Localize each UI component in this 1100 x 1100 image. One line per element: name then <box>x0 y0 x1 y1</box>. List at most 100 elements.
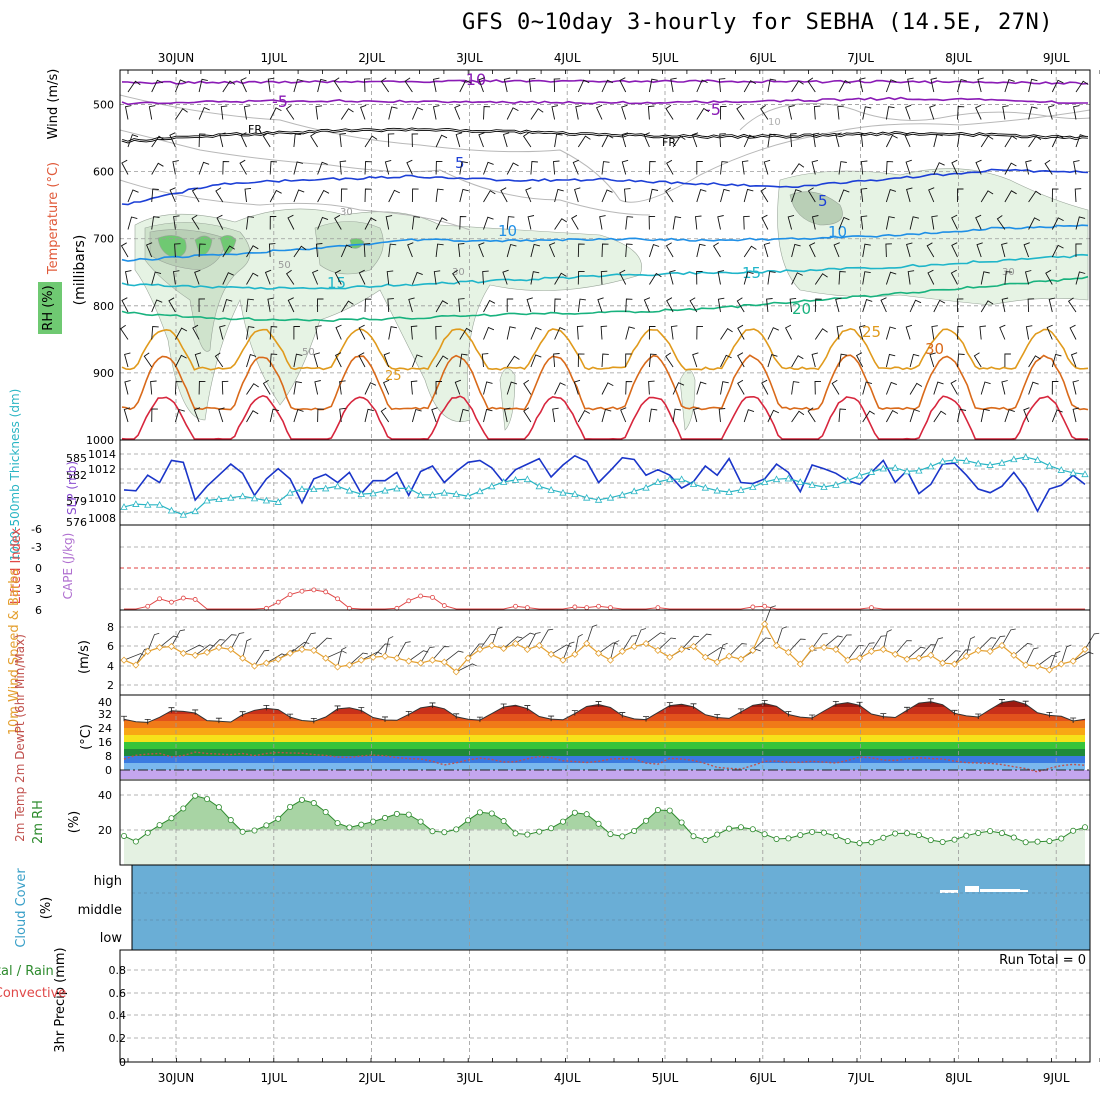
wind-barb <box>814 380 822 395</box>
wind-barb <box>929 104 936 120</box>
wind-barb <box>720 188 730 203</box>
wind-barb <box>174 408 185 423</box>
wind-barb <box>980 408 990 423</box>
wind-barb <box>455 132 463 148</box>
date-label-top: 1JUL <box>260 51 287 65</box>
wind-barb <box>905 159 912 175</box>
wind-barb <box>246 383 259 395</box>
wind-barb <box>885 326 896 340</box>
wind10-marker <box>559 656 567 664</box>
wind10-marker <box>772 641 781 650</box>
lifted-index-marker <box>430 594 435 600</box>
wind-barb <box>643 132 650 148</box>
rh2m-marker <box>773 835 780 842</box>
thickness-marker <box>725 488 733 495</box>
thickness-marker <box>808 481 816 488</box>
wind-barb <box>743 134 756 148</box>
temp2m-range-tick <box>524 705 531 711</box>
wind-barb <box>624 188 631 203</box>
wind-barb <box>600 270 608 285</box>
wind10-marker <box>547 650 555 658</box>
wind10-axis-label: 10m Wind Speed & Barbs <box>7 569 22 736</box>
wind-barb <box>364 135 378 148</box>
li-tick: -3 <box>31 541 42 554</box>
cloud-gap-3 <box>1018 890 1028 892</box>
wind-barb <box>193 407 201 423</box>
gridlines <box>120 70 1090 1062</box>
surface-wind-barb <box>705 647 726 658</box>
wind-barb <box>718 78 726 93</box>
lifted-index-marker <box>441 603 447 608</box>
wind-barb <box>1028 106 1038 120</box>
wind-barb <box>411 271 423 285</box>
wind-barb <box>625 381 633 395</box>
surface-wind-barb <box>1049 651 1061 671</box>
wind10-marker <box>440 658 448 666</box>
thickness-marker <box>191 507 199 515</box>
wind-barb <box>838 353 848 368</box>
wind-barb <box>191 214 200 230</box>
wind-barb <box>1072 380 1079 395</box>
thickness-marker <box>286 488 294 496</box>
thickness-tick: 576 <box>66 516 87 529</box>
rh-blob-5 <box>789 191 843 226</box>
rh2m-marker <box>488 810 495 817</box>
lifted-index-marker <box>311 587 317 593</box>
isotherm-FR <box>121 127 1089 144</box>
wind-barb <box>151 135 165 148</box>
cloud-gap-2 <box>980 889 1020 892</box>
wind-barb <box>648 408 658 423</box>
wind-barb <box>648 353 657 368</box>
wind-barb <box>221 380 229 395</box>
wind10-marker <box>606 656 614 664</box>
rh2m-marker <box>856 840 863 847</box>
wind10-marker <box>1069 657 1077 665</box>
panel-backgrounds <box>119 94 1091 950</box>
wind-barb <box>838 408 847 423</box>
wind-barb <box>648 188 659 203</box>
wind-barb <box>172 160 179 175</box>
wind-barb <box>454 379 462 395</box>
wind-barb <box>625 243 633 258</box>
thickness-marker <box>238 492 247 500</box>
wind-barb <box>459 408 469 423</box>
thickness-marker <box>1081 470 1089 478</box>
wind-barb <box>364 188 372 203</box>
wind-barb <box>761 379 769 395</box>
wind-barb <box>220 105 228 120</box>
wind-barb <box>885 216 895 230</box>
wind-barb <box>506 326 516 340</box>
wind10-marker <box>654 646 662 654</box>
wind-barb <box>1028 135 1042 148</box>
wind-barb <box>127 189 139 203</box>
wind-barb <box>553 78 561 93</box>
wind-barb <box>222 161 230 175</box>
wind-barb <box>766 298 773 313</box>
thickness-marker <box>606 493 615 501</box>
wind-barb <box>317 216 329 230</box>
cloud-gap-0 <box>940 890 958 893</box>
wind-barb <box>530 354 542 368</box>
thickness-marker <box>167 506 176 514</box>
wind-barb <box>909 299 922 313</box>
temp-band-7 <box>124 749 1085 756</box>
wind-barb <box>718 408 726 423</box>
thickness-marker <box>405 484 413 492</box>
surface-wind-barb <box>788 638 806 653</box>
precip-tick: 0.2 <box>109 1032 127 1045</box>
wind-barb <box>909 382 923 395</box>
wind-barb <box>601 353 609 368</box>
wind-barb <box>380 407 390 423</box>
wind-barb <box>811 352 819 368</box>
contour-label-10: 10 <box>768 117 781 128</box>
wind-barb <box>554 272 567 285</box>
date-label-top: 9JUL <box>1043 51 1070 65</box>
rh-blob-6 <box>157 235 187 259</box>
lifted-index-marker <box>299 588 305 594</box>
rh2m-marker <box>797 832 804 839</box>
wind-barb <box>975 104 982 120</box>
lifted-index-marker <box>157 596 162 602</box>
wind-barb <box>174 243 181 258</box>
wind-barb <box>956 298 964 313</box>
wind-barb <box>293 133 302 148</box>
